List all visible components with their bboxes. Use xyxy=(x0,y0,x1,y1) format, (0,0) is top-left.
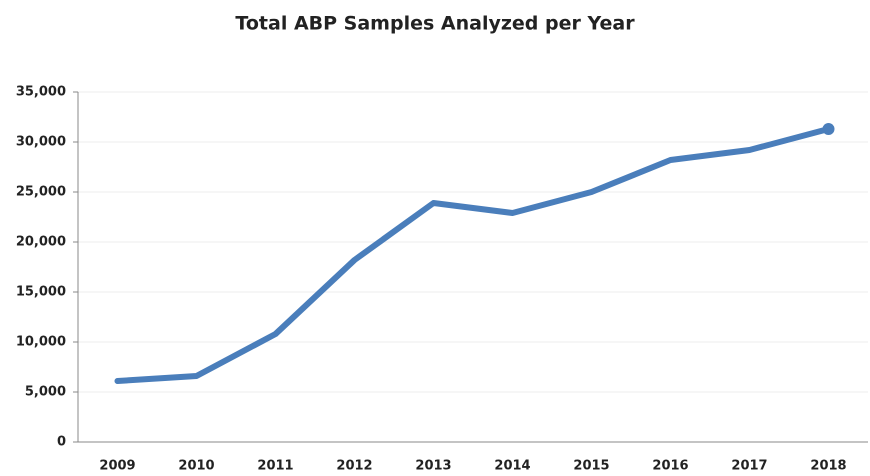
x-tick-label: 2015 xyxy=(573,459,609,474)
x-tick-label: 2018 xyxy=(810,459,846,474)
y-tick-label: 10,000 xyxy=(16,335,66,350)
x-tick-label: 2010 xyxy=(178,459,214,474)
x-tick-label: 2012 xyxy=(336,459,372,474)
x-tick-label: 2011 xyxy=(257,459,293,474)
end-marker xyxy=(822,123,835,135)
x-tick-label: 2009 xyxy=(99,459,135,474)
y-tick-label: 15,000 xyxy=(16,285,66,300)
y-tick-label: 5,000 xyxy=(25,385,66,400)
y-tick-label: 30,000 xyxy=(16,135,66,150)
chart-title: Total ABP Samples Analyzed per Year xyxy=(235,13,635,35)
x-tick-label: 2013 xyxy=(415,459,451,474)
y-tick-label: 35,000 xyxy=(16,85,66,100)
data-line xyxy=(114,126,832,384)
x-tick-label: 2016 xyxy=(652,459,688,474)
y-tick-label: 25,000 xyxy=(16,185,66,200)
y-tick-label: 0 xyxy=(57,435,66,450)
x-tick-label: 2014 xyxy=(494,459,530,474)
y-tick-label: 20,000 xyxy=(16,235,66,250)
x-tick-label: 2017 xyxy=(731,459,767,474)
